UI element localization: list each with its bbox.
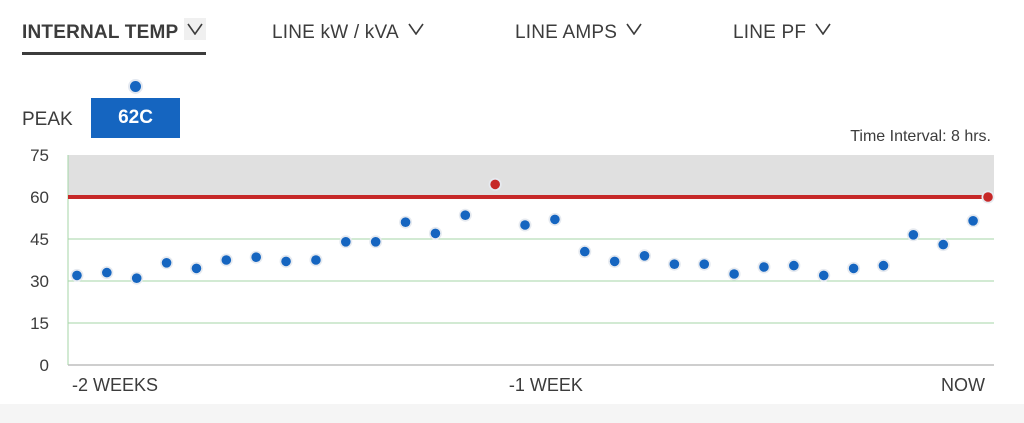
temperature-chart: 0 15 30 45 60 75 -2 WEEKS -1 WEEK NOW [30, 146, 995, 395]
y-tick-label: 0 [40, 356, 49, 375]
data-point [579, 246, 590, 257]
data-point [370, 237, 381, 247]
chevron-down-icon[interactable] [405, 18, 427, 40]
peak-value-badge: 62C [91, 98, 180, 138]
tab-line-amps[interactable]: LINE AMPS [515, 22, 645, 52]
peak-value: 62C [118, 107, 153, 128]
data-point [251, 252, 261, 262]
data-point [789, 260, 799, 271]
data-point [818, 270, 829, 281]
y-tick-label: 15 [30, 314, 49, 333]
data-point [341, 237, 351, 247]
y-tick-label: 30 [30, 272, 49, 291]
tab-label: LINE kW / kVA [272, 22, 399, 43]
data-point [878, 260, 889, 271]
tab-line-kw-kva[interactable]: LINE kW / kVA [272, 22, 427, 52]
tab-line-pf[interactable]: LINE PF [733, 22, 834, 52]
threshold-marker [983, 192, 993, 202]
data-point [729, 269, 739, 279]
data-point [938, 239, 949, 250]
data-point [131, 273, 142, 284]
data-point [221, 255, 232, 265]
data-point [400, 217, 411, 227]
tab-label: LINE PF [733, 22, 807, 43]
time-interval-label: Time Interval: 8 hrs. [850, 128, 991, 145]
tab-internal-temp[interactable]: INTERNAL TEMP [22, 18, 207, 55]
tab-label: LINE AMPS [515, 22, 618, 43]
data-point [281, 256, 291, 267]
data-point [311, 255, 321, 265]
x-tick-label: -1 WEEK [509, 375, 583, 395]
y-tick-label: 45 [30, 230, 49, 249]
x-tick-label: NOW [941, 375, 985, 395]
data-point [550, 214, 560, 225]
data-point [102, 267, 112, 278]
data-point [759, 262, 769, 272]
peak-marker-dot [130, 81, 141, 92]
data-point [669, 259, 680, 270]
data-point [609, 256, 620, 267]
data-point [460, 210, 471, 220]
data-point [430, 228, 441, 239]
footer-bar [0, 404, 1024, 423]
peak-label: PEAK [22, 109, 73, 130]
chevron-down-icon[interactable] [623, 18, 645, 40]
threshold-band [68, 155, 994, 197]
data-point [699, 259, 710, 270]
tab-bar: INTERNAL TEMP LINE kW / kVA LINE AMPS LI… [0, 0, 1024, 60]
chevron-down-icon[interactable] [184, 18, 207, 40]
data-point [848, 263, 859, 274]
data-point [490, 179, 500, 190]
data-point [639, 251, 650, 261]
chevron-down-icon[interactable] [812, 18, 834, 40]
data-point [72, 270, 82, 281]
data-point [161, 258, 172, 268]
tab-label: INTERNAL TEMP [22, 22, 179, 43]
y-tick-label: 60 [30, 188, 49, 207]
data-point [191, 263, 202, 274]
data-point [520, 220, 530, 230]
y-tick-label: 75 [30, 146, 49, 165]
data-point [908, 230, 919, 240]
x-tick-label: -2 WEEKS [72, 375, 158, 395]
data-point [968, 216, 978, 226]
